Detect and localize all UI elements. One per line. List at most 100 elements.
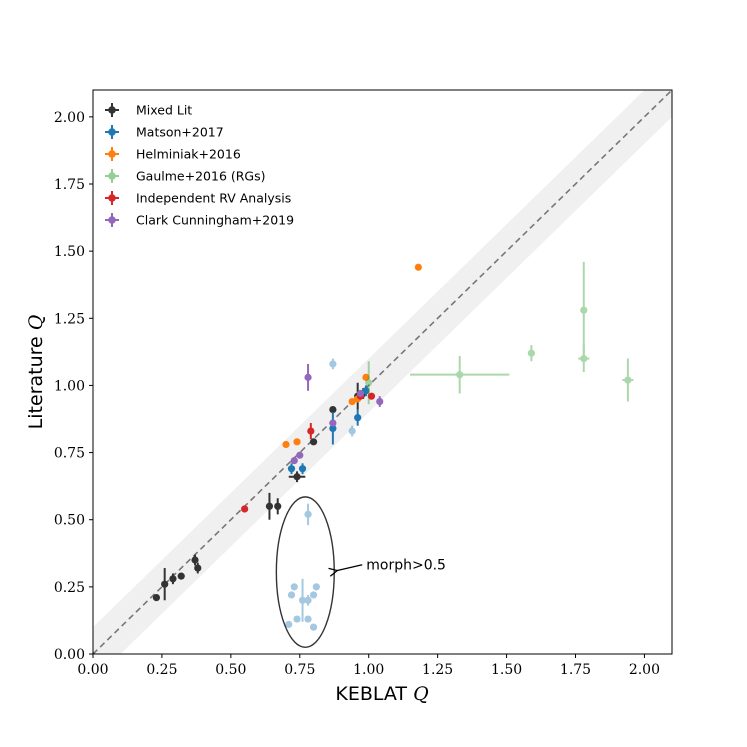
legend-marker (108, 172, 116, 180)
y-tick-label: 1.00 (54, 378, 85, 394)
data-point (304, 510, 312, 518)
y-axis-label: Literature Q (25, 315, 47, 430)
data-point (161, 580, 169, 588)
data-point (356, 389, 365, 398)
data-point (580, 306, 588, 314)
x-tick-label: 0.25 (146, 662, 177, 678)
data-point (287, 465, 296, 473)
series-1 (287, 385, 370, 475)
one-to-one-line (93, 90, 672, 654)
legend-item (105, 191, 119, 205)
legend: Mixed Lit Matson+2017 Helminiak+2016 Gaulme… (105, 103, 294, 228)
y-tick-label: 1.75 (54, 177, 85, 193)
x-tick-label: 1.00 (353, 662, 384, 678)
x-tick-label: 1.25 (422, 662, 453, 678)
data-point (290, 583, 298, 591)
data-point (329, 419, 337, 427)
series-0 (152, 382, 367, 602)
legend-item (105, 213, 119, 227)
x-tick-label: 1.50 (491, 662, 522, 678)
data-point (169, 575, 177, 583)
x-tick-label: 2.00 (629, 662, 660, 678)
data-point (329, 424, 337, 432)
series-2 (285, 358, 356, 631)
data-point (265, 502, 274, 510)
data-point (290, 457, 298, 465)
data-point (304, 373, 312, 381)
legend-label: Helminiak+2016 (136, 147, 241, 162)
data-point (329, 360, 337, 368)
y-tick-label: 0.75 (54, 446, 85, 462)
data-point (287, 591, 296, 599)
data-point (354, 414, 362, 422)
legend-item (105, 147, 119, 161)
legend-item (105, 169, 119, 183)
data-point (348, 427, 356, 435)
data-point (414, 263, 422, 271)
legend-label: Mixed Lit (136, 103, 192, 118)
y-tick-label: 1.25 (54, 311, 85, 327)
y-tick-label: 0.00 (54, 647, 85, 663)
data-point (293, 438, 301, 446)
legend-item (105, 103, 119, 117)
data-point (191, 556, 199, 564)
data-point (580, 354, 588, 363)
annotation-label: morph>0.5 (366, 558, 446, 574)
data-point (362, 387, 370, 395)
data-point (241, 505, 249, 513)
series-3 (282, 263, 422, 449)
data-point (456, 371, 464, 379)
data-point (194, 564, 202, 572)
data-point (309, 623, 318, 631)
data-point (367, 392, 376, 400)
legend-label: Independent RV Analysis (136, 191, 291, 206)
data-point (152, 594, 161, 602)
data-point (362, 373, 370, 381)
data-point (348, 397, 356, 406)
data-point (282, 440, 290, 449)
plot-area (93, 90, 672, 654)
legend-marker (108, 106, 116, 114)
data-point (304, 596, 312, 604)
x-tick-label: 0.00 (77, 662, 108, 678)
data-point (312, 583, 320, 591)
data-point (177, 572, 185, 580)
legend-label: Clark Cunningham+2019 (136, 213, 294, 228)
data-point (285, 620, 293, 629)
x-tick-label: 0.50 (215, 662, 246, 678)
data-point (624, 376, 632, 384)
data-point (365, 379, 373, 387)
data-point (309, 591, 318, 599)
legend-marker (108, 216, 116, 224)
data-point (293, 473, 301, 481)
data-point (298, 596, 307, 604)
y-tick-label: 1.50 (54, 244, 85, 260)
y-tick-label: 0.25 (54, 580, 85, 596)
data-point (329, 406, 337, 414)
x-axis-label: KEBLAT Q (335, 683, 428, 705)
legend-marker (108, 150, 116, 158)
morph-ellipse (275, 496, 335, 648)
data-point (527, 349, 535, 357)
data-point (274, 502, 282, 510)
legend-item (105, 125, 119, 139)
data-point (307, 427, 315, 435)
legend-label: Gaulme+2016 (RGs) (136, 169, 266, 184)
legend-marker (108, 194, 116, 202)
data-point (293, 615, 301, 623)
data-point (304, 615, 312, 623)
legend-label: Matson+2017 (136, 125, 224, 140)
annotation-arrow (336, 564, 363, 571)
data-point (376, 397, 384, 406)
x-tick-label: 0.75 (284, 662, 315, 678)
axes-frame (92, 89, 673, 655)
data-point (296, 451, 304, 459)
x-tick-label: 1.75 (560, 662, 591, 678)
y-tick-label: 2.00 (54, 110, 85, 126)
data-point (298, 465, 307, 473)
annotation: morph>0.5 (275, 496, 446, 648)
series-6 (290, 363, 384, 465)
legend-marker (108, 128, 116, 136)
y-tick-label: 0.50 (54, 513, 85, 529)
